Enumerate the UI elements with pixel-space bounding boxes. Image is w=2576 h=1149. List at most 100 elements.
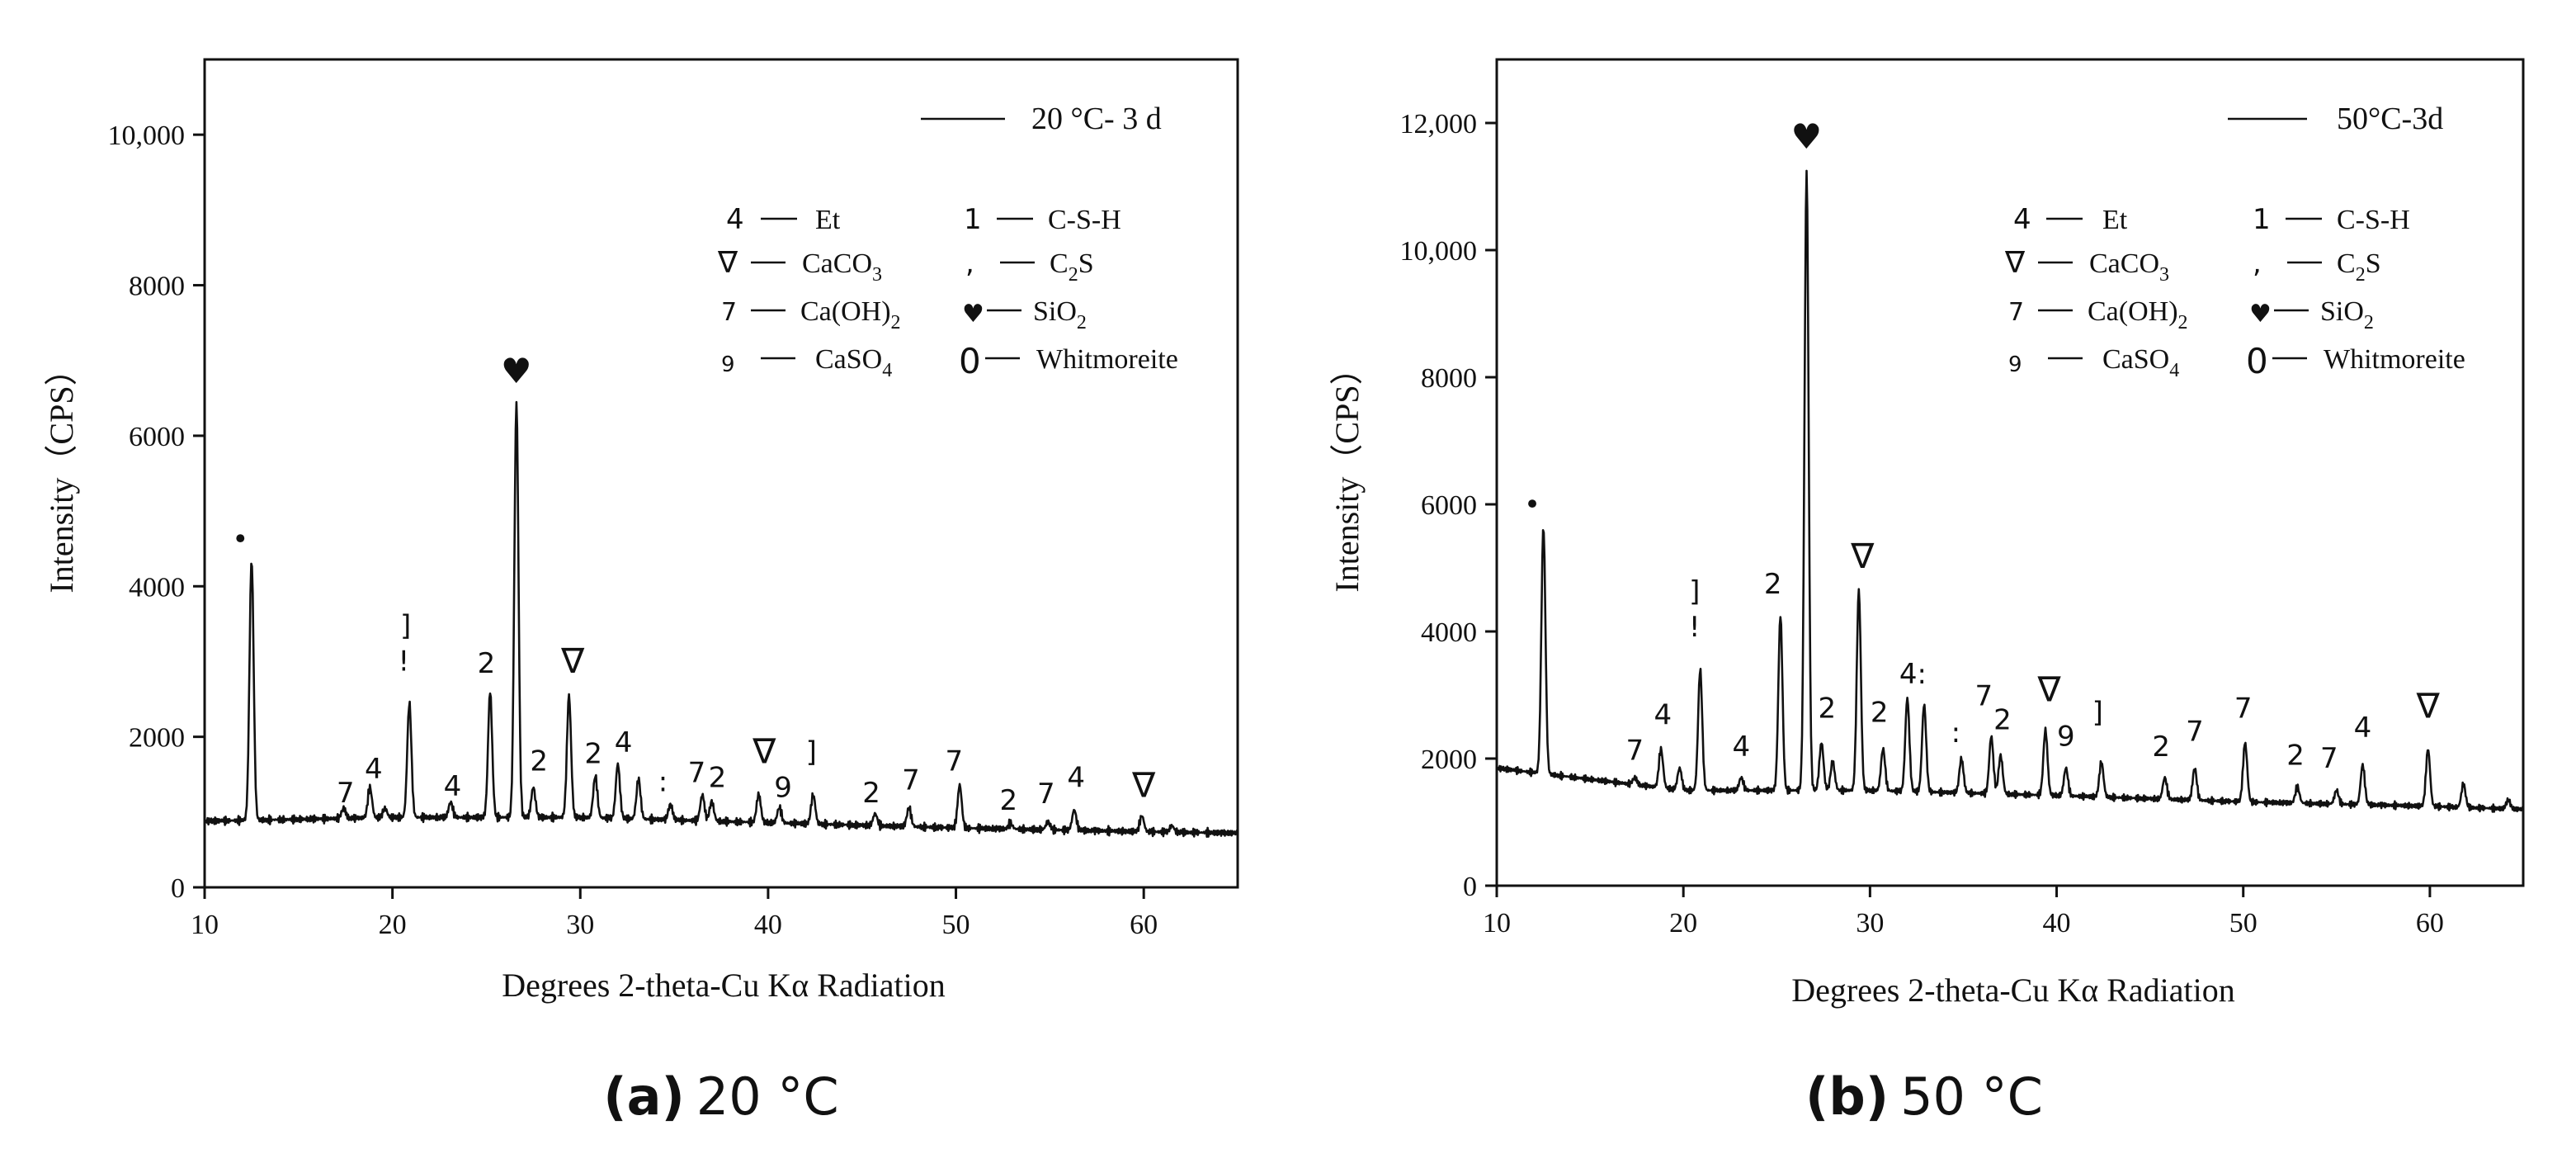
y-tick-label: 0 [1463, 872, 1477, 902]
peak-marker: 2 [2286, 740, 2305, 773]
peak-marker: ∇ [1850, 536, 1875, 576]
plot-frame [1495, 58, 2525, 887]
peak-marker: ∇ [2036, 669, 2061, 710]
peak-marker: 4 [1067, 762, 1085, 795]
x-axis-label: Degrees 2-theta-Cu Kα Radiation [1791, 972, 2234, 1009]
peak-marker: 2 [709, 762, 727, 795]
peak-marker: 2 [584, 738, 602, 771]
peak-marker: 9 [2057, 721, 2075, 754]
key-symbol: 0 [2246, 341, 2268, 381]
peak-marker: 4 [2354, 712, 2372, 745]
x-tick-label: 60 [2416, 908, 2444, 939]
peak-marker: ∇ [1131, 765, 1156, 806]
peak-marker: ! [398, 645, 409, 678]
y-tick-label: 6000 [129, 422, 185, 452]
phase-key: 4 Et 1 C-S-H ∇ CaCO3 , C2S 7 Ca(OH)2 ♥ S… [717, 203, 1178, 381]
x-tick-label: 40 [754, 910, 782, 940]
peak-marker: 7 [337, 777, 355, 810]
legend-label: 20 °C- 3 d [1031, 102, 1162, 136]
x-tick-label: 60 [1130, 910, 1158, 940]
peak-marker: 7 [1037, 778, 1055, 811]
x-axis-label: Degrees 2-theta-Cu Kα Radiation [502, 967, 945, 1004]
peak-marker: 7 [2186, 715, 2204, 748]
y-tick-label: 4000 [129, 572, 185, 603]
key-name: Whitmoreite [2324, 344, 2465, 375]
y-tick-label: 10,000 [1400, 236, 1478, 267]
peak-marker: ] [806, 736, 817, 769]
phase-key: 4 Et 1 C-S-H ∇ CaCO3 , C2S 7 Ca(OH)2 ♥ S… [2004, 203, 2465, 381]
peak-marker: : [658, 765, 668, 798]
peak-marker: 2 [1871, 696, 1889, 729]
key-name: SiO2 [1033, 296, 1087, 333]
x-axis: 10 20 30 40 50 60 [1483, 886, 2444, 939]
peak-marker: ∇ [752, 731, 776, 772]
y-axis: 0 2000 4000 6000 8000 10,000 [108, 121, 205, 904]
key-symbol: ∇ [717, 246, 738, 280]
key-symbol: 1 [2253, 203, 2271, 236]
key-symbol: 7 [2008, 298, 2024, 327]
key-name: Et [815, 205, 841, 235]
peak-marker: 2 [2152, 731, 2170, 764]
y-tick-label: 0 [171, 873, 185, 904]
peak-marker: 7 [1626, 735, 1644, 768]
peak-marker: ♥ [501, 351, 532, 391]
peak-marker: ! [1689, 611, 1701, 644]
peak-marker: ] [400, 610, 411, 643]
key-name: C2S [2337, 248, 2381, 286]
key-name: C2S [1050, 248, 1094, 286]
x-tick-label: 30 [1856, 908, 1884, 939]
key-symbol: 9 [721, 352, 735, 377]
peak-marker: • [232, 523, 248, 556]
legend: 50°C-3d [2228, 102, 2443, 136]
y-axis-label: Intensity（CPS） [1328, 352, 1366, 592]
peak-marker: 4 [365, 753, 383, 786]
key-name: Ca(OH)2 [2088, 296, 2188, 333]
peak-marker: 4: [1899, 658, 1927, 691]
peak-marker: ] [2092, 696, 2103, 729]
y-axis-label: Intensity（CPS） [43, 352, 80, 593]
y-axis: 0 2000 4000 6000 8000 10,000 12,000 [1400, 109, 1497, 902]
legend: 20 °C- 3 d [921, 102, 1162, 136]
key-name: CaCO3 [2089, 248, 2169, 286]
peak-marker: 7 [902, 764, 920, 797]
panel-caption: (b) 50 °C [1805, 1066, 2043, 1127]
x-tick-label: 40 [2043, 908, 2071, 939]
key-name: C-S-H [1048, 205, 1121, 235]
key-name: SiO2 [2320, 296, 2374, 333]
y-tick-label: 10,000 [108, 121, 186, 151]
peak-marker: ] [1689, 575, 1700, 608]
key-symbol: 4 [2013, 203, 2031, 236]
key-name: Whitmoreite [1036, 344, 1178, 375]
peak-marker: 4 [1732, 731, 1750, 764]
x-tick-label: 50 [942, 910, 970, 940]
legend-label: 50°C-3d [2337, 102, 2443, 136]
peak-marker: 2 [862, 777, 880, 810]
key-symbol: 1 [964, 203, 982, 236]
key-symbol: ∇ [2004, 246, 2026, 280]
key-symbol: ♥ [962, 300, 984, 329]
key-symbol: ♥ [2249, 300, 2272, 329]
peak-marker: 2 [999, 784, 1017, 817]
peak-marker: ♥ [1791, 116, 1823, 157]
key-symbol: 7 [721, 298, 737, 327]
peak-marker: 7 [2234, 693, 2253, 726]
peak-marker: 2 [1764, 568, 1782, 601]
peak-marker: ∇ [560, 641, 585, 681]
peak-marker: 9 [774, 772, 792, 805]
x-tick-label: 20 [1669, 908, 1697, 939]
x-axis: 10 20 30 40 50 60 [191, 887, 1158, 940]
key-name: CaSO4 [815, 344, 892, 381]
xrd-trace-50c-3d [1495, 169, 2525, 814]
peak-marker: 4 [1654, 698, 1672, 731]
y-tick-label: 2000 [129, 723, 185, 754]
peak-marker: • [1524, 489, 1540, 522]
x-tick-label: 10 [191, 910, 219, 940]
key-name: Et [2102, 205, 2128, 235]
peak-marker: 7 [1975, 679, 1993, 712]
key-symbol: 0 [959, 341, 981, 381]
peak-marker: 2 [530, 745, 548, 778]
xrd-trace-20c-3d [203, 400, 1239, 838]
